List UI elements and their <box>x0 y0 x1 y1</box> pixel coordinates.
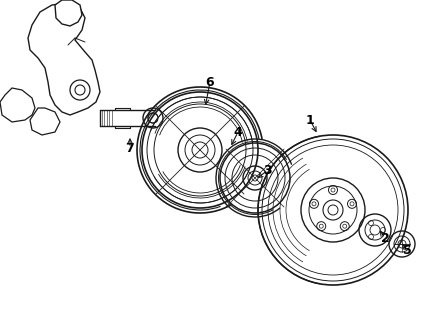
Text: 2: 2 <box>381 232 389 245</box>
Text: 6: 6 <box>206 75 214 88</box>
Text: 3: 3 <box>264 163 272 176</box>
Polygon shape <box>55 0 82 26</box>
Text: 5: 5 <box>402 244 411 257</box>
Polygon shape <box>28 3 100 115</box>
Polygon shape <box>0 88 35 122</box>
Polygon shape <box>30 108 60 135</box>
Text: 4: 4 <box>234 126 242 139</box>
Text: 1: 1 <box>306 114 314 127</box>
Text: 7: 7 <box>126 142 134 155</box>
